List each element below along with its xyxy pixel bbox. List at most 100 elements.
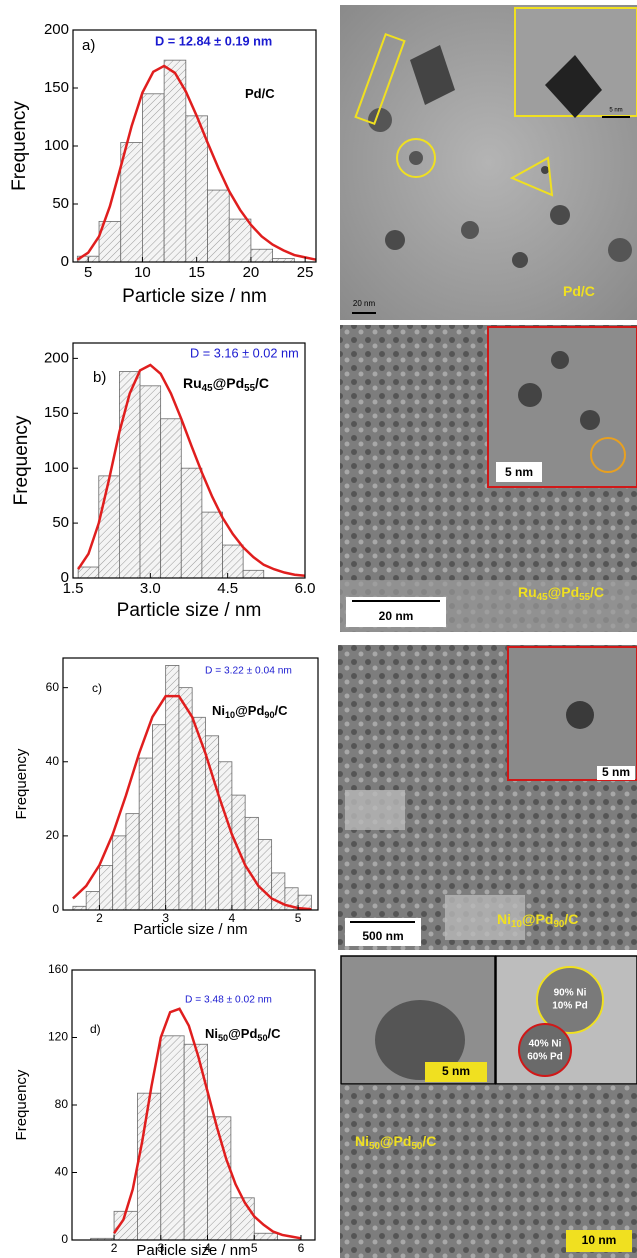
bar xyxy=(139,385,162,579)
bar xyxy=(207,189,230,263)
region-label: 60% Pd xyxy=(527,1052,563,1063)
formula-part: @Pd xyxy=(228,1026,257,1041)
bar xyxy=(142,93,165,263)
x-tick-label: 1.5 xyxy=(63,580,84,597)
bar xyxy=(137,1092,162,1241)
subscript: 90 xyxy=(553,919,564,930)
bar xyxy=(250,248,274,263)
fit-curve xyxy=(113,1007,302,1240)
panel-label: d) xyxy=(90,1022,101,1036)
subscript: 90 xyxy=(264,710,274,720)
annotation: D = 12.84 ± 0.19 nm xyxy=(155,33,272,48)
bar xyxy=(138,757,153,911)
formula-part: Ru xyxy=(183,375,202,391)
sample-label: Pd/C xyxy=(563,283,595,299)
histogram-panel: 5 10 15 20 25 0 50 100 150 200 a) D = 12.84 ± 0.19 … xyxy=(9,21,317,307)
x-tick-label: 3 xyxy=(157,1241,164,1255)
formula-part: /C xyxy=(590,584,604,600)
y-tick-label: 100 xyxy=(44,137,69,154)
subscript: 50 xyxy=(369,1141,380,1152)
fit-curve xyxy=(76,64,317,261)
y-tick-label: 50 xyxy=(52,514,69,531)
subscript: 50 xyxy=(218,1033,228,1043)
micrograph-c: 5 nm 500 nm Ni10@Pd90/C xyxy=(338,645,637,950)
x-tick-label: 10 xyxy=(134,264,151,281)
histogram-panel: 1.5 3.0 4.5 6.0 0 50 100 150 200 b) D = 3.16 ± 0.0… xyxy=(11,342,315,621)
annotation: D = 3.16 ± 0.02 nm xyxy=(190,345,299,360)
x-tick-label: 2 xyxy=(111,1241,118,1255)
inset-scale: 5 nm xyxy=(602,765,630,779)
formula-part: Ni xyxy=(355,1133,369,1149)
axes-frame xyxy=(62,657,319,911)
x-tick-label: 15 xyxy=(188,264,205,281)
x-tick-label: 5 xyxy=(295,911,302,925)
formula-part: @Pd xyxy=(235,703,264,718)
region-label: 40% Ni xyxy=(529,1039,562,1050)
bar xyxy=(85,891,100,911)
panel-label: a) xyxy=(82,37,95,54)
histogram-panel: 2 3 4 5 0 20 40 60 c) D = 3.22 ± 0.04 nm Ni10@Pd90… xyxy=(13,657,319,938)
region-label: 90% Ni xyxy=(554,988,587,999)
x-tick-label: 4 xyxy=(229,911,236,925)
x-tick-label: 2 xyxy=(96,911,103,925)
y-tick-label: 40 xyxy=(46,754,60,768)
subscript: 55 xyxy=(244,383,255,394)
x-axis-label: Particle size / nm xyxy=(117,600,262,621)
x-axis-label: Particle size / nm xyxy=(136,1242,250,1258)
bar xyxy=(120,142,143,263)
y-tick-label: 200 xyxy=(44,21,69,38)
sample-label: Ni50@Pd50/C xyxy=(205,1026,281,1043)
sample-label: Ni10@Pd90/C xyxy=(497,911,578,930)
formula-part: /C xyxy=(275,703,289,718)
y-tick-label: 60 xyxy=(46,680,60,694)
x-tick-label: 5 xyxy=(251,1241,258,1255)
subscript: 50 xyxy=(411,1141,422,1152)
scale-label: 20 nm xyxy=(379,609,414,623)
y-tick-label: 0 xyxy=(52,902,59,916)
x-tick-label: 3 xyxy=(162,911,169,925)
sample-label: Pd/C xyxy=(245,86,275,101)
y-axis-label: Frequency xyxy=(13,748,30,819)
y-tick-label: 0 xyxy=(61,253,69,270)
inset-scale: 5 nm xyxy=(609,108,622,114)
formula-part: @Pd xyxy=(380,1133,412,1149)
micrograph-a: 5 nm 20 nm Pd/C xyxy=(340,5,637,320)
bar xyxy=(230,1197,255,1241)
y-tick-label: 50 xyxy=(52,195,69,212)
y-tick-label: 150 xyxy=(44,404,69,421)
inset-scale: 5 nm xyxy=(505,465,533,479)
bar xyxy=(257,839,273,911)
subscript: 45 xyxy=(537,592,548,603)
y-tick-label: 100 xyxy=(44,459,69,476)
sample-label: Ru45@Pd55/C xyxy=(183,375,269,394)
formula-part: /C xyxy=(268,1026,282,1041)
bar xyxy=(253,1232,279,1241)
x-axis-label: Particle size / nm xyxy=(122,286,267,307)
x-tick-label: 4.5 xyxy=(217,580,238,597)
y-axis-label: Frequency xyxy=(11,415,32,505)
y-tick-label: 160 xyxy=(48,962,68,976)
subscript: 55 xyxy=(579,592,590,603)
y-tick-label: 80 xyxy=(55,1097,69,1111)
formula-part: Pd/C xyxy=(245,86,275,101)
bar xyxy=(119,371,141,579)
formula-part: @Pd xyxy=(522,911,554,927)
micrograph-d: 5 nm 90% Ni 10% Pd 40% Ni 60% Pd 10 nm N… xyxy=(340,955,637,1258)
bar xyxy=(201,511,223,579)
scale-label: 20 nm xyxy=(353,299,376,308)
x-tick-label: 20 xyxy=(243,264,260,281)
formula-part: Ni xyxy=(212,703,225,718)
subscript: 10 xyxy=(511,919,522,930)
bar xyxy=(218,761,233,911)
formula-part: Pd/C xyxy=(563,283,595,299)
y-tick-label: 0 xyxy=(61,1232,68,1246)
x-tick-label: 25 xyxy=(297,264,314,281)
subscript: 45 xyxy=(202,383,213,394)
formula-part: /C xyxy=(422,1133,436,1149)
x-tick-label: 5 xyxy=(84,264,92,281)
bar xyxy=(112,835,127,911)
bar xyxy=(77,566,100,579)
y-tick-label: 150 xyxy=(44,79,69,96)
subscript: 10 xyxy=(225,710,235,720)
x-tick-label: 4 xyxy=(204,1241,211,1255)
